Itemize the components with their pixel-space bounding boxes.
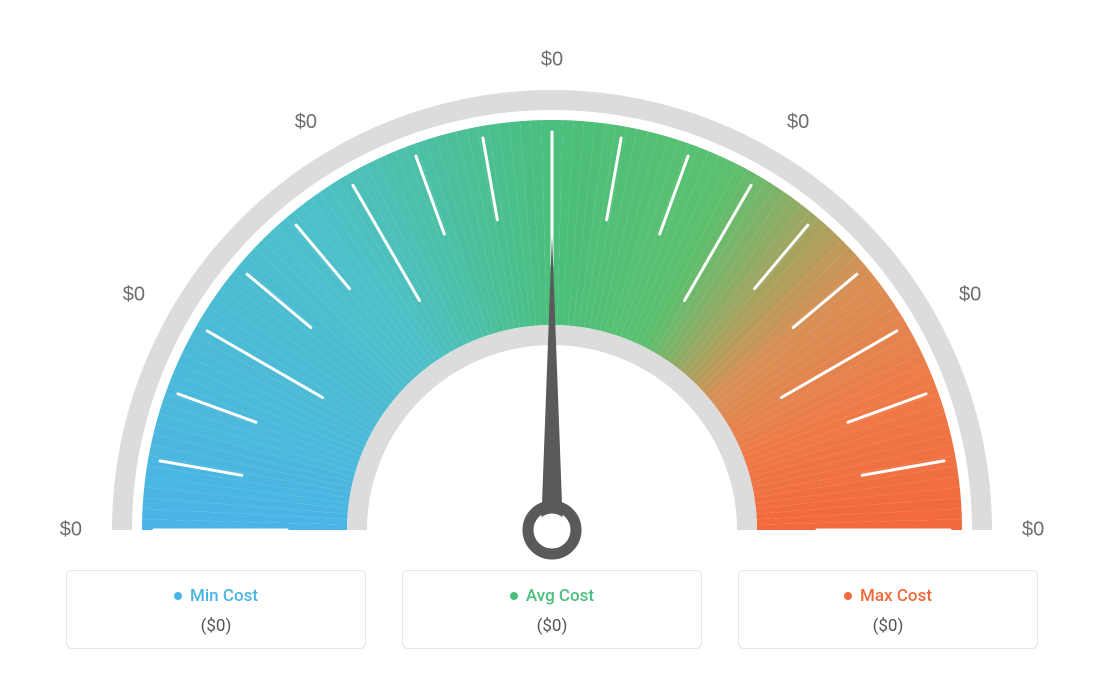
legend-value-max: ($0) bbox=[739, 616, 1037, 636]
legend-dot-min bbox=[174, 592, 182, 600]
svg-text:$0: $0 bbox=[60, 518, 82, 540]
legend-dot-avg bbox=[510, 592, 518, 600]
legend-text-avg: Avg Cost bbox=[526, 586, 594, 606]
legend-card-max: Max Cost ($0) bbox=[738, 570, 1038, 649]
legend-row: Min Cost ($0) Avg Cost ($0) Max Cost ($0… bbox=[0, 570, 1104, 649]
svg-text:$0: $0 bbox=[295, 111, 317, 133]
svg-text:$0: $0 bbox=[541, 48, 563, 70]
legend-text-max: Max Cost bbox=[860, 586, 932, 606]
legend-label-min: Min Cost bbox=[174, 586, 258, 606]
legend-card-avg: Avg Cost ($0) bbox=[402, 570, 702, 649]
gauge-svg: $0 $0 $0 $0 $0 $0 $0 bbox=[0, 0, 1104, 560]
svg-text:$0: $0 bbox=[123, 283, 145, 305]
legend-label-max: Max Cost bbox=[844, 586, 932, 606]
legend-label-avg: Avg Cost bbox=[510, 586, 594, 606]
legend-value-avg: ($0) bbox=[403, 616, 701, 636]
gauge-chart: $0 $0 $0 $0 $0 $0 $0 bbox=[0, 0, 1104, 560]
svg-text:$0: $0 bbox=[787, 111, 809, 133]
svg-text:$0: $0 bbox=[1022, 518, 1044, 540]
legend-dot-max bbox=[844, 592, 852, 600]
legend-card-min: Min Cost ($0) bbox=[66, 570, 366, 649]
svg-text:$0: $0 bbox=[959, 283, 981, 305]
legend-text-min: Min Cost bbox=[190, 586, 258, 606]
legend-value-min: ($0) bbox=[67, 616, 365, 636]
